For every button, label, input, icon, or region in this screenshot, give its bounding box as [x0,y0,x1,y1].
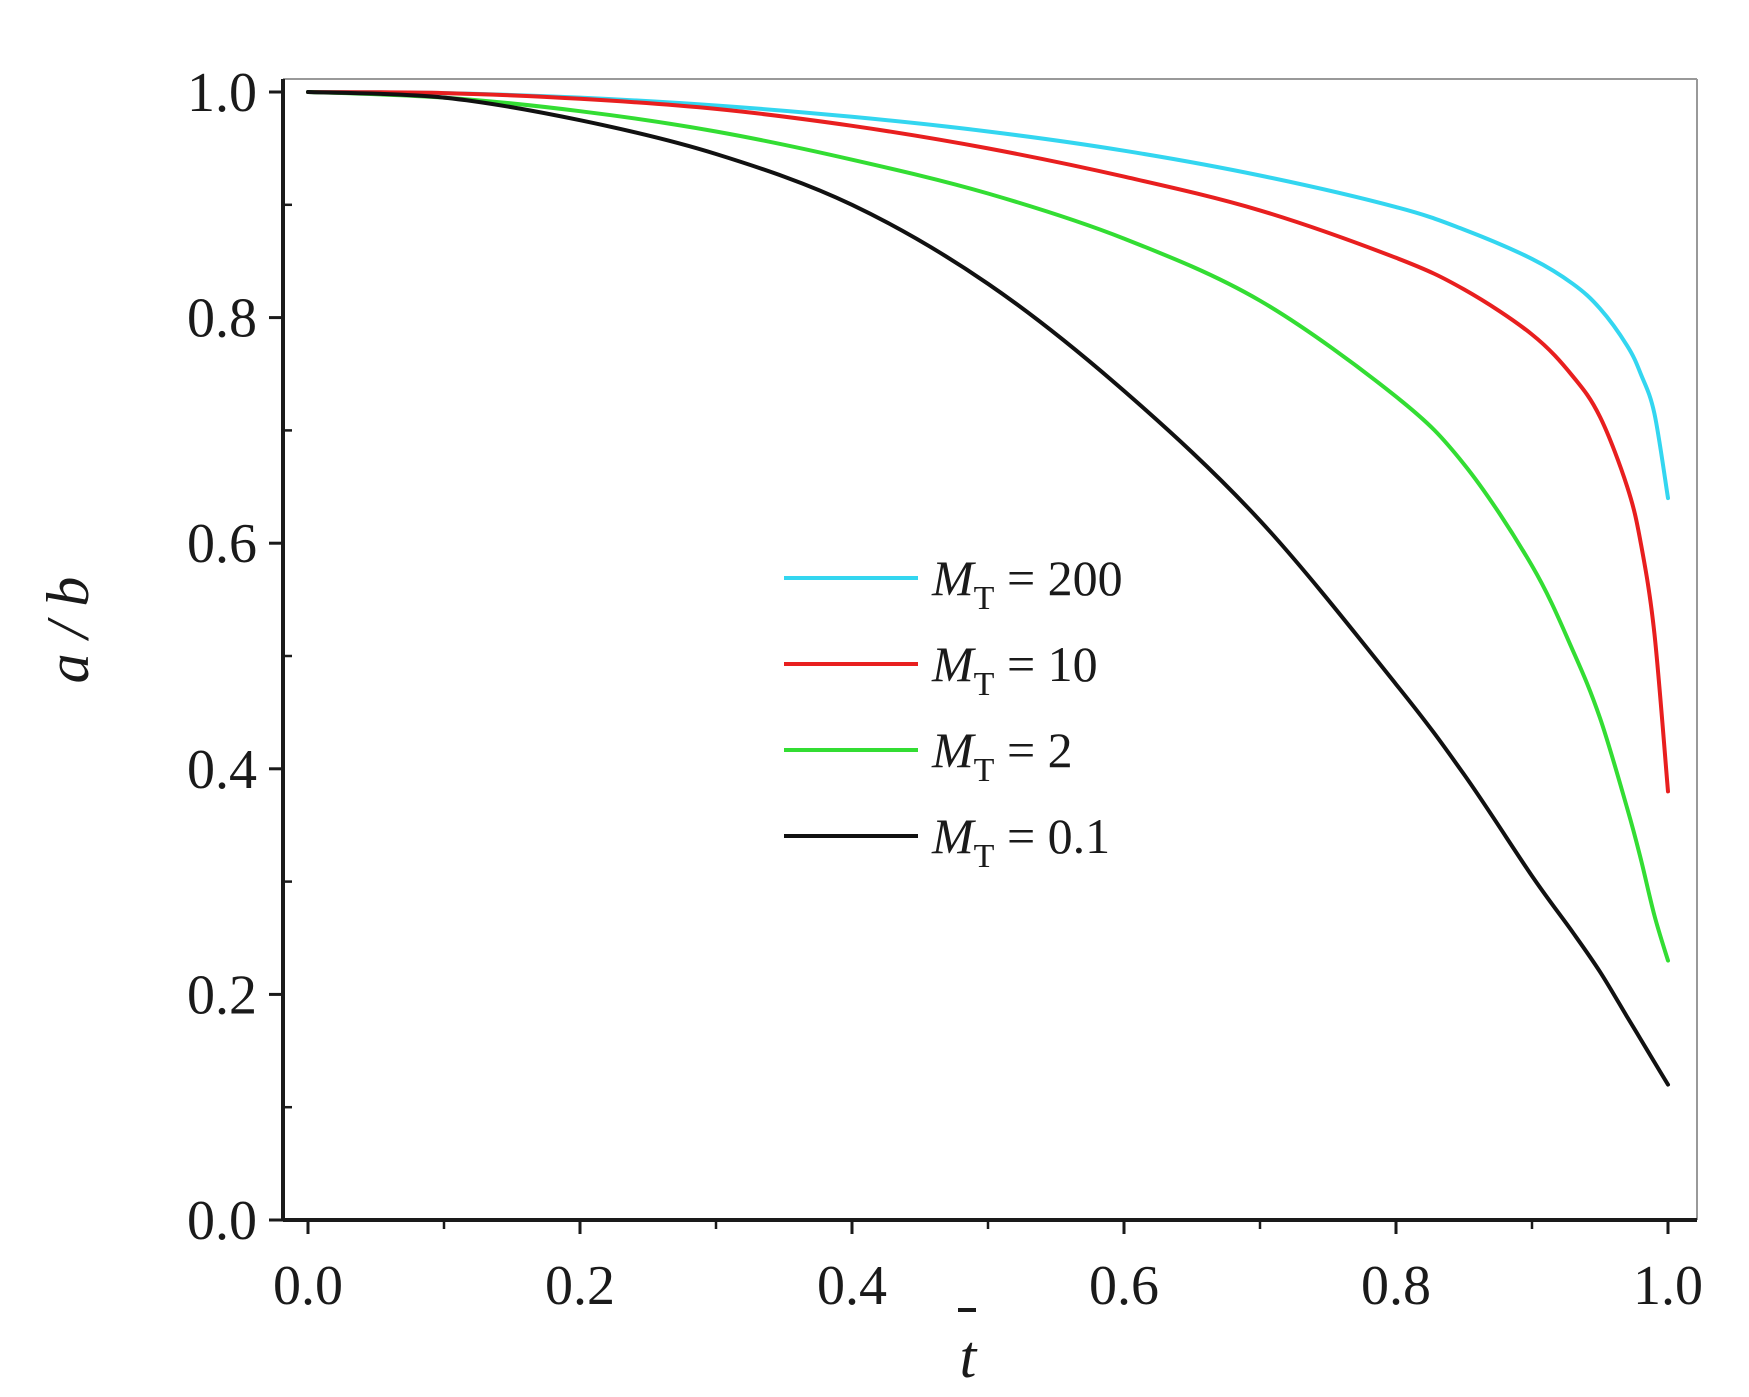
y-tick-label: 0.6 [187,513,257,575]
series-line-3 [306,90,1670,1087]
y-tick-label: 0.8 [187,288,257,350]
legend-label: MT = 0.1 [931,808,1110,875]
y-tick-label: 1.0 [187,62,257,124]
legend-entry-0: MT = 200 [784,550,1123,617]
x-tick-label: 0.2 [545,1255,615,1317]
x-tick-label: 0.6 [1089,1255,1159,1317]
legend-entry-3: MT = 0.1 [784,808,1110,875]
legend: MT = 200 MT = 10 MT = 2 MT = 0.1 [784,550,1123,875]
x-tick-label: 0.8 [1361,1255,1431,1317]
x-tick-label: 1.0 [1633,1255,1703,1317]
legend-label: MT = 2 [931,722,1073,789]
y-tick-label: 0.0 [187,1190,257,1252]
x-tick-label: 0.4 [817,1255,887,1317]
legend-entry-2: MT = 2 [784,722,1073,789]
legend-label: MT = 10 [931,636,1098,703]
x-tick-label: 0.0 [273,1255,343,1317]
series-line-2 [306,90,1670,963]
y-axis-label: a / b [35,577,101,684]
legend-entry-1: MT = 10 [784,636,1098,703]
x-axis-label: t [960,1324,978,1390]
axes: 0.0 0.2 0.4 0.6 0.8 1.0 0.0 0.2 0.4 0.6 0.8 1.0 t a /… [35,62,1703,1390]
y-tick-label: 0.4 [187,739,257,801]
legend-label: MT = 200 [931,550,1123,617]
series-line-1 [306,90,1670,794]
y-tick-label: 0.2 [187,964,257,1026]
series-layer [306,90,1670,1087]
series-line-0 [306,90,1670,501]
